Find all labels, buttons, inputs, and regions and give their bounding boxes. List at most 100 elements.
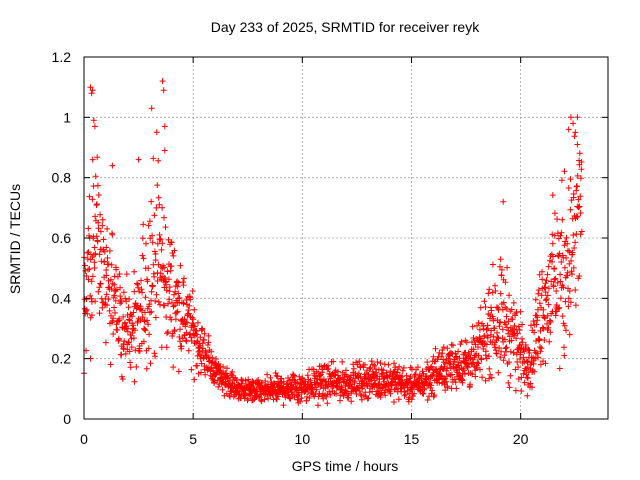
data-point bbox=[488, 374, 495, 381]
data-point bbox=[165, 276, 172, 283]
data-point bbox=[500, 299, 507, 306]
data-point bbox=[494, 334, 501, 341]
data-point bbox=[515, 364, 522, 371]
data-point bbox=[534, 350, 540, 357]
data-point bbox=[482, 377, 489, 384]
data-point bbox=[565, 126, 572, 133]
data-point bbox=[374, 388, 380, 395]
data-point bbox=[497, 354, 504, 361]
data-point bbox=[522, 342, 529, 348]
data-point bbox=[358, 396, 365, 403]
data-point bbox=[566, 288, 573, 294]
data-point bbox=[497, 319, 504, 325]
data-point bbox=[510, 326, 517, 333]
data-point bbox=[97, 228, 104, 235]
data-point bbox=[544, 271, 551, 278]
data-point bbox=[145, 222, 152, 229]
data-point bbox=[121, 338, 128, 345]
data-point bbox=[89, 196, 96, 203]
data-point bbox=[339, 358, 346, 365]
y-tick-label: 0.2 bbox=[52, 351, 72, 367]
data-point bbox=[477, 366, 483, 373]
data-point bbox=[572, 302, 579, 309]
data-point bbox=[85, 276, 92, 283]
data-point bbox=[445, 355, 452, 362]
chart-title: Day 233 of 2025, SRMTID for receiver rey… bbox=[211, 19, 480, 35]
data-point bbox=[133, 363, 140, 370]
data-point bbox=[212, 371, 219, 378]
data-point bbox=[493, 350, 500, 357]
data-point bbox=[344, 373, 351, 380]
data-point bbox=[219, 386, 226, 393]
data-point bbox=[141, 326, 148, 333]
data-point bbox=[524, 375, 531, 382]
data-point bbox=[572, 129, 579, 136]
data-point bbox=[574, 114, 581, 121]
data-point bbox=[452, 354, 459, 361]
data-point bbox=[502, 321, 509, 328]
data-point bbox=[229, 369, 236, 375]
data-point bbox=[286, 377, 293, 384]
data-point bbox=[543, 296, 550, 303]
data-point bbox=[431, 392, 438, 399]
data-point bbox=[116, 271, 123, 277]
data-point bbox=[521, 379, 528, 386]
data-point bbox=[149, 239, 156, 246]
data-point bbox=[502, 279, 509, 286]
data-point bbox=[304, 372, 311, 379]
data-point bbox=[198, 369, 204, 376]
data-point bbox=[551, 276, 558, 283]
data-point bbox=[475, 344, 481, 351]
data-point bbox=[191, 376, 198, 383]
data-point bbox=[146, 218, 153, 225]
axis-layer: 0 0.2 0.4 0.6 0.8 1 1.2 0 5 10 15 20 bbox=[52, 49, 608, 447]
data-point bbox=[175, 295, 182, 302]
data-point bbox=[138, 277, 144, 284]
data-point bbox=[566, 248, 573, 255]
data-point bbox=[92, 250, 99, 257]
data-point bbox=[574, 141, 581, 148]
data-point bbox=[408, 396, 415, 403]
data-point bbox=[483, 341, 490, 348]
data-point bbox=[183, 319, 189, 326]
data-point bbox=[194, 319, 201, 326]
data-point bbox=[163, 281, 170, 288]
data-point bbox=[355, 370, 362, 377]
data-point bbox=[508, 306, 515, 313]
data-point bbox=[520, 354, 527, 361]
data-point bbox=[540, 306, 547, 313]
data-point bbox=[532, 296, 539, 303]
data-point bbox=[414, 364, 421, 371]
data-point bbox=[165, 329, 171, 335]
data-point bbox=[122, 319, 129, 326]
data-point bbox=[420, 390, 427, 397]
data-point bbox=[273, 372, 280, 379]
data-point bbox=[571, 133, 578, 140]
data-point bbox=[556, 304, 563, 311]
data-point bbox=[140, 255, 147, 262]
data-point bbox=[555, 305, 562, 312]
data-point bbox=[534, 306, 541, 313]
data-point bbox=[477, 304, 484, 311]
data-point bbox=[497, 256, 504, 263]
data-point bbox=[479, 374, 486, 381]
data-point bbox=[171, 247, 178, 254]
data-point bbox=[430, 353, 437, 360]
data-point bbox=[569, 271, 575, 278]
data-point bbox=[188, 334, 195, 341]
data-point bbox=[538, 292, 545, 299]
data-point bbox=[157, 270, 164, 277]
data-point bbox=[536, 300, 543, 307]
data-point bbox=[161, 302, 168, 309]
data-point bbox=[143, 365, 150, 372]
data-point bbox=[151, 212, 158, 219]
data-point bbox=[164, 330, 170, 337]
data-point bbox=[146, 301, 153, 308]
data-point bbox=[112, 297, 119, 304]
data-point bbox=[510, 299, 517, 306]
data-point bbox=[224, 365, 230, 372]
data-point bbox=[108, 285, 115, 292]
data-point bbox=[557, 278, 564, 285]
data-point bbox=[290, 372, 297, 379]
data-point bbox=[170, 364, 177, 371]
